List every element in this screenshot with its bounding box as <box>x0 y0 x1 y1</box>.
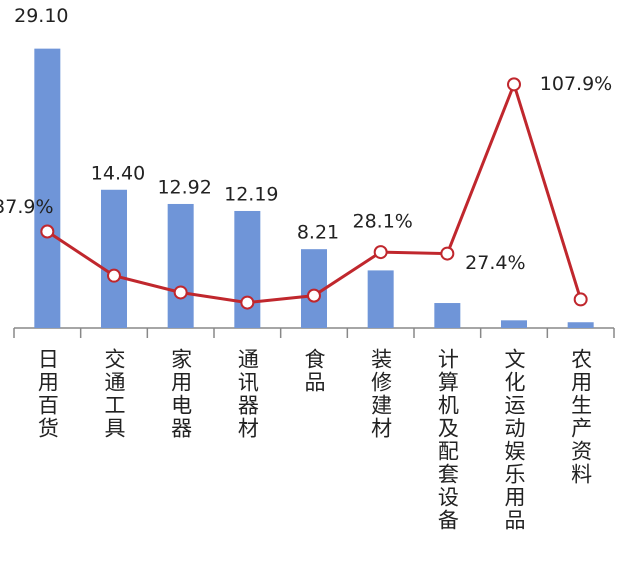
line-value-label: 107.9% <box>540 73 612 95</box>
line-value-label: 27.4% <box>465 252 525 274</box>
line-value-label: 37.9% <box>0 196 54 218</box>
x-tick-label: 装修建材 <box>369 348 393 440</box>
x-tick-label: 日用百货 <box>35 348 59 440</box>
x-tick-label: 家用电器 <box>169 348 193 440</box>
line-marker <box>573 292 588 307</box>
x-tick-label: 食品 <box>302 348 326 394</box>
bar <box>234 210 261 328</box>
line-marker <box>240 295 255 310</box>
bar-value-label: 12.92 <box>157 176 211 198</box>
x-tick-label: 交通工具 <box>102 348 126 440</box>
line-marker <box>507 77 521 92</box>
bar <box>501 320 527 328</box>
line-marker <box>440 246 455 261</box>
bar-value-label: 12.19 <box>224 183 278 205</box>
line-marker <box>40 224 55 239</box>
x-tick-label: 通讯器材 <box>235 348 259 440</box>
bar <box>167 203 194 328</box>
line-marker <box>373 245 388 260</box>
bar-value-label: 14.40 <box>91 162 145 184</box>
bar <box>434 303 461 328</box>
bar <box>567 322 594 328</box>
x-tick-label: 文化运动娱乐用品 <box>502 348 526 532</box>
line-marker <box>107 268 121 283</box>
bar-value-label: 8.21 <box>297 222 339 244</box>
bar <box>34 48 61 328</box>
bar <box>367 270 394 328</box>
line-value-label: 28.1% <box>352 211 412 233</box>
line-marker <box>173 285 188 300</box>
x-tick-label: 农用生产资料 <box>569 348 593 486</box>
bar-value-label: 29.10 <box>14 5 68 27</box>
bar <box>101 189 127 328</box>
line-marker <box>307 288 321 303</box>
x-tick-label: 计算机及配套设备 <box>435 348 459 532</box>
